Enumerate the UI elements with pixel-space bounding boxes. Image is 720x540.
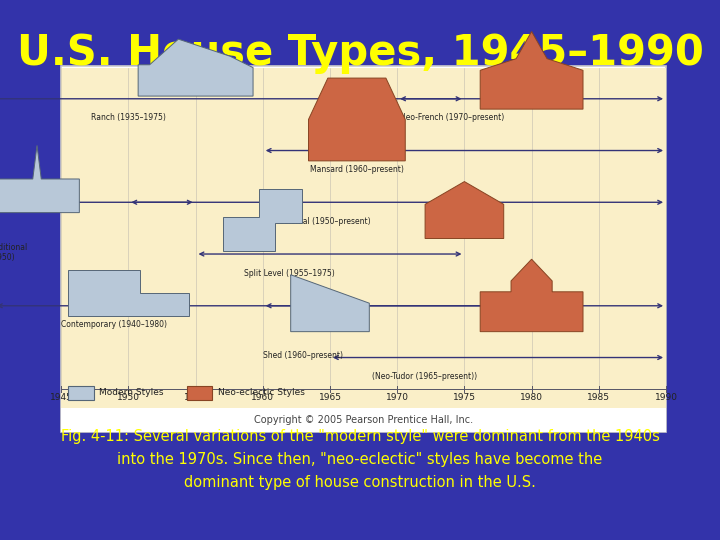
Bar: [61, 408, 666, 432]
Text: into the 1970s. Since then, "neo-eclectic" styles have become the: into the 1970s. Since then, "neo-eclecti…: [117, 452, 603, 467]
Text: Modern Styles: Modern Styles: [99, 388, 164, 397]
Polygon shape: [291, 275, 369, 332]
Polygon shape: [223, 189, 302, 251]
Bar: [61, 66, 666, 432]
Text: Fig. 4-11: Several variations of the "modern style" were dominant from the 1940s: Fig. 4-11: Several variations of the "mo…: [60, 429, 660, 444]
Text: 1945: 1945: [50, 394, 73, 402]
Text: 1985: 1985: [588, 394, 611, 402]
Text: Shed (1960–present): Shed (1960–present): [263, 352, 343, 360]
Polygon shape: [68, 269, 189, 316]
Bar: [187, 386, 212, 400]
Polygon shape: [0, 145, 79, 213]
Text: Contemporary (1940–1980): Contemporary (1940–1980): [61, 320, 167, 329]
Text: 1990: 1990: [654, 394, 678, 402]
Text: Neo-eclectic Styles: Neo-eclectic Styles: [218, 388, 305, 397]
Text: Neo-Colonial (1950–present): Neo-Colonial (1950–present): [261, 217, 370, 226]
Text: 1955: 1955: [184, 394, 207, 402]
Polygon shape: [308, 78, 405, 161]
Polygon shape: [480, 259, 583, 332]
Text: Minimal Traditional
(1935–1950): Minimal Traditional (1935–1950): [0, 242, 27, 262]
Polygon shape: [480, 31, 583, 109]
Text: Split Level (1955–1975): Split Level (1955–1975): [244, 268, 335, 278]
Text: Ranch (1935–1975): Ranch (1935–1975): [91, 113, 166, 122]
Text: U.S. House Types, 1945–1990: U.S. House Types, 1945–1990: [17, 32, 703, 75]
Text: Copyright © 2005 Pearson Prentice Hall, Inc.: Copyright © 2005 Pearson Prentice Hall, …: [254, 415, 473, 425]
Text: Mansard (1960–present): Mansard (1960–present): [310, 165, 404, 174]
Text: 1965: 1965: [318, 394, 341, 402]
Polygon shape: [425, 181, 504, 239]
Text: dominant type of house construction in the U.S.: dominant type of house construction in t…: [184, 475, 536, 490]
Text: 1980: 1980: [520, 394, 543, 402]
Text: 1960: 1960: [251, 394, 274, 402]
Text: 1950: 1950: [117, 394, 140, 402]
Bar: [61, 68, 666, 408]
Polygon shape: [138, 39, 253, 96]
Text: (Neo-Tudor (1965–present)): (Neo-Tudor (1965–present)): [372, 372, 477, 381]
Text: Neo-French (1970–present): Neo-French (1970–present): [400, 113, 505, 122]
Text: 1975: 1975: [453, 394, 476, 402]
Bar: [68, 386, 94, 400]
Text: 1970: 1970: [386, 394, 409, 402]
